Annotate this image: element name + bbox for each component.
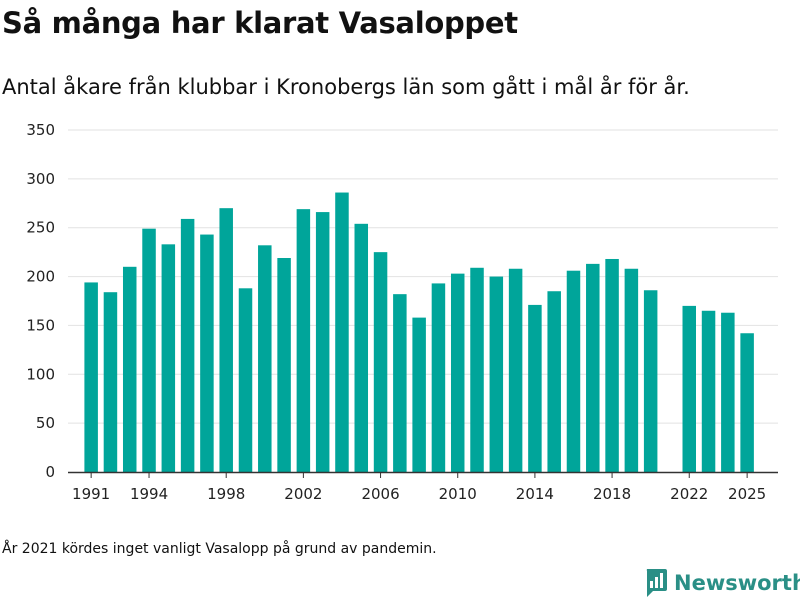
y-tick-label: 100 xyxy=(26,365,55,383)
bar-2017[interactable] xyxy=(586,263,600,472)
bar-2004[interactable] xyxy=(335,192,349,472)
bar-2003[interactable] xyxy=(315,212,330,472)
bar-2007[interactable] xyxy=(393,294,407,472)
bar-2010[interactable] xyxy=(450,273,465,472)
x-tick-label: 2006 xyxy=(361,485,399,503)
bar-2001[interactable] xyxy=(277,258,291,472)
bar-2013[interactable] xyxy=(508,268,523,472)
bar-1997[interactable] xyxy=(200,234,214,472)
y-tick-label: 50 xyxy=(36,414,55,432)
bar-2002[interactable] xyxy=(296,209,311,473)
bar-2025[interactable] xyxy=(740,333,754,472)
bar-2011[interactable] xyxy=(470,267,484,472)
x-tick-label: 2025 xyxy=(728,485,766,503)
footnote: År 2021 kördes inget vanligt Vasalopp på… xyxy=(2,541,437,557)
chart-title: Så många har klarat Vasaloppet xyxy=(2,6,518,40)
bar-2012[interactable] xyxy=(489,276,504,472)
bar-1993[interactable] xyxy=(122,266,137,472)
bar-2008[interactable] xyxy=(412,317,426,472)
bar-2024[interactable] xyxy=(721,312,735,472)
bar-1998[interactable] xyxy=(219,208,233,472)
axes: 0 50 100 150 200 250 300 350 1991 1994 1998 2002 200… xyxy=(26,121,778,503)
bar-2015[interactable] xyxy=(547,291,561,472)
bar-chart: 0 50 100 150 200 250 300 350 1991 1994 1998 2002 200… xyxy=(26,121,778,503)
bar-1994[interactable] xyxy=(142,228,156,472)
bars xyxy=(84,192,754,473)
x-tick-label: 2002 xyxy=(284,485,322,503)
bar-1992[interactable] xyxy=(103,292,118,472)
bar-1991[interactable] xyxy=(84,282,98,472)
bar-2005[interactable] xyxy=(354,223,369,472)
y-tick-label: 0 xyxy=(45,463,55,481)
x-tick-label: 1998 xyxy=(207,485,245,503)
x-tick-label: 2022 xyxy=(670,485,708,503)
brand-name: Newsworthy xyxy=(674,571,800,595)
x-tick-label: 2014 xyxy=(516,485,554,503)
x-tick-label: 1991 xyxy=(72,485,110,503)
bar-2016[interactable] xyxy=(566,270,581,472)
bar-1996[interactable] xyxy=(180,218,195,472)
y-tick-label: 350 xyxy=(26,121,55,139)
bar-2000[interactable] xyxy=(258,245,272,472)
bar-2014[interactable] xyxy=(528,304,542,472)
bar-2006[interactable] xyxy=(373,252,388,472)
bar-2023[interactable] xyxy=(701,310,716,472)
bar-2019[interactable] xyxy=(624,268,639,472)
bar-2022[interactable] xyxy=(682,305,697,472)
bar-2020[interactable] xyxy=(643,290,658,472)
bar-1995[interactable] xyxy=(161,244,176,472)
y-tick-label: 200 xyxy=(26,268,55,286)
x-tick-label: 2010 xyxy=(439,485,477,503)
y-tick-label: 250 xyxy=(26,219,55,237)
bar-2009[interactable] xyxy=(431,283,446,472)
x-tick-label: 2018 xyxy=(593,485,631,503)
bar-chart-logo-icon xyxy=(646,569,667,597)
bar-2018[interactable] xyxy=(605,258,619,472)
chart-subtitle: Antal åkare från klubbar i Kronobergs lä… xyxy=(2,75,690,99)
y-tick-label: 300 xyxy=(26,170,55,188)
brand-logo[interactable]: Newsworthy xyxy=(644,568,800,598)
x-tick-label: 1994 xyxy=(130,485,168,503)
y-tick-label: 150 xyxy=(26,316,55,334)
bar-1999[interactable] xyxy=(238,288,253,472)
